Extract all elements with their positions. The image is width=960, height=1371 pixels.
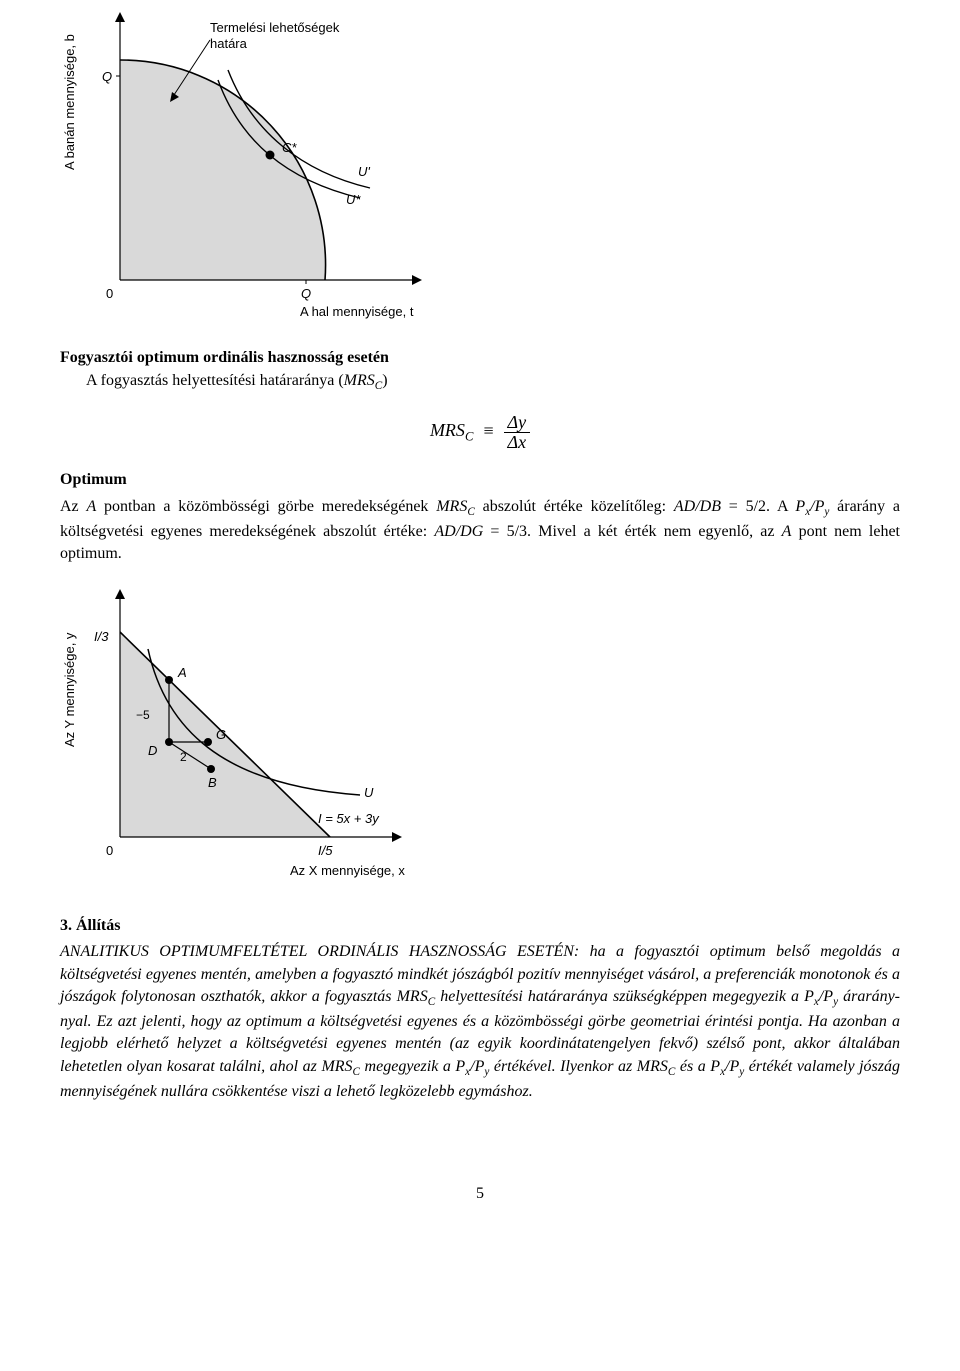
fig2-dy: −5 [136, 708, 150, 722]
fig2-D: D [148, 743, 157, 758]
figure-ppf-svg: C* U' U* Termelési lehetőségek határa Q … [60, 0, 480, 320]
fig1-ylabel: A banán mennyisége, b [62, 34, 77, 170]
para-optimum: Az A pontban a közömbösségi görbe merede… [60, 496, 900, 566]
fig1-point-c: C* [282, 140, 297, 155]
fig2-budget-label: I = 5x + 3y [318, 811, 380, 826]
equation-mrs: MRSC ≡ Δy Δx [60, 413, 900, 452]
fig2-A: A [177, 665, 187, 680]
fig2-tick-y: I/3 [94, 629, 109, 644]
fig1-u-star: U* [346, 192, 361, 207]
page-number: 5 [60, 1183, 900, 1205]
fig1-xlabel: A hal mennyisége, t [300, 304, 414, 319]
fig2-G: G [216, 727, 226, 742]
figure-budget: A G B D −5 2 U I = 5x + 3y I/3 I/5 0 Az … [60, 577, 900, 894]
equation-den: Δx [504, 433, 531, 452]
equation-num: Δy [504, 413, 531, 433]
fig1-origin: 0 [106, 286, 113, 301]
heading-allitas: 3. Állítás [60, 915, 900, 937]
heading-optimum: Optimum [60, 469, 900, 491]
line-mrs-def: A fogyasztás helyettesítési határaránya … [86, 370, 900, 395]
fig1-tick-y: Q [102, 69, 112, 84]
equation-rel: ≡ [482, 420, 494, 440]
figure-ppf: C* U' U* Termelési lehetőségek határa Q … [60, 0, 900, 327]
fig2-ylabel: Az Y mennyisége, y [62, 633, 77, 748]
figure-budget-svg: A G B D −5 2 U I = 5x + 3y I/3 I/5 0 Az … [60, 577, 460, 887]
fig1-tick-x: Q [301, 286, 311, 301]
fig2-tick-x: I/5 [318, 843, 333, 858]
fig1-u-prime: U' [358, 164, 370, 179]
fig2-dx: 2 [180, 750, 187, 764]
fig1-annotation-line1: Termelési lehetőségek [210, 20, 340, 35]
heading-consumer-optimum: Fogyasztói optimum ordinális hasznosság … [60, 347, 900, 369]
fig2-B: B [208, 775, 217, 790]
fig2-origin: 0 [106, 843, 113, 858]
fig2-xlabel: Az X mennyisége, x [290, 863, 405, 878]
line-mrs-text: A fogyasztás helyettesítési határaránya … [86, 372, 388, 389]
para-allitas: ANALITIKUS OPTIMUMFELTÉTEL ORDINÁLIS HAS… [60, 941, 900, 1103]
fig1-annotation-line2: határa [210, 36, 248, 51]
fig2-U: U [364, 785, 374, 800]
